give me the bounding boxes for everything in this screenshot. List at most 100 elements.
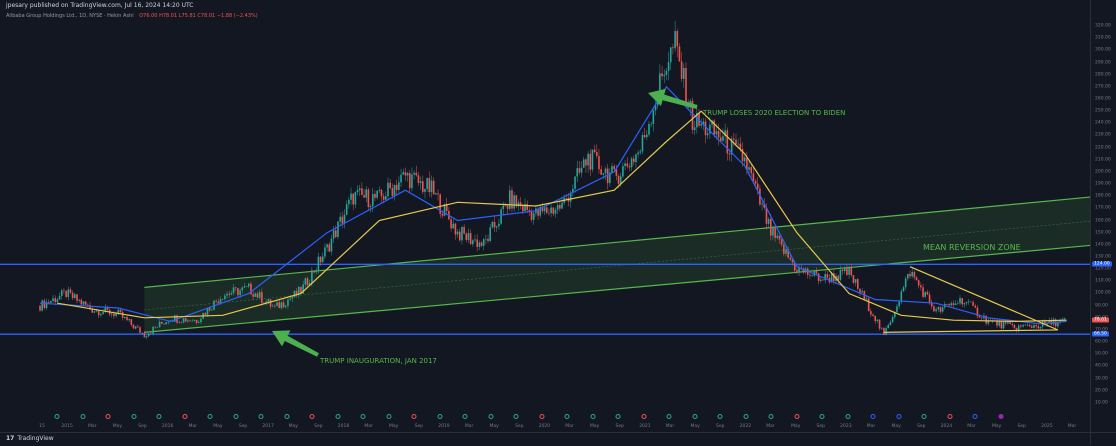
price-bar (615, 169, 618, 176)
symbol-legend[interactable]: Alibaba Group Holdings Ltd., 1D, NYSE · … (6, 13, 258, 19)
price-bar (224, 295, 226, 300)
price-bar (980, 317, 983, 319)
zone-annotation: MEAN REVERSION ZONE (923, 243, 1021, 252)
price-bar (134, 326, 137, 329)
price-bar (915, 277, 918, 281)
price-axis[interactable]: 320.00 310.00 300.00 290.00 280.00 270.00 260.… (1090, 0, 1116, 445)
event-marker-icon[interactable] (870, 414, 876, 419)
price-bar (41, 300, 43, 311)
price-bar (150, 333, 152, 335)
event-marker-icon[interactable] (947, 414, 952, 419)
price-bar (302, 284, 304, 294)
price-bar (559, 204, 561, 209)
price-bar (408, 173, 411, 189)
event-marker-icon[interactable] (896, 414, 901, 419)
event-marker-icon[interactable] (845, 414, 850, 419)
price-bar (241, 287, 244, 291)
chart-plot[interactable]: TRUMP LOSES 2020 ELECTION TO BIDEN TRUMP … (0, 0, 1090, 432)
price-tick-label: 90.00 (1095, 303, 1108, 309)
event-marker-icon[interactable] (156, 414, 162, 419)
event-marker-icon[interactable] (539, 414, 544, 419)
price-bar (300, 286, 302, 294)
price-bar (522, 206, 524, 212)
price-bar (380, 189, 383, 197)
event-marker-icon[interactable] (411, 414, 417, 419)
price-bar (926, 292, 929, 295)
event-marker-icon[interactable] (819, 414, 825, 419)
event-marker-icon[interactable] (386, 414, 391, 419)
price-bar (374, 193, 376, 198)
logo-mark: 17 (6, 435, 15, 442)
event-marker-icon[interactable] (258, 414, 264, 419)
event-marker-icon[interactable] (437, 414, 442, 419)
event-marker-icon[interactable] (309, 414, 315, 419)
event-marker-icon[interactable] (105, 414, 111, 419)
price-bar (756, 183, 759, 189)
price-bar (97, 310, 100, 316)
event-marker-icon[interactable] (590, 414, 595, 419)
price-bar (526, 203, 528, 211)
event-marker-icon[interactable] (666, 414, 672, 419)
price-bar (578, 168, 581, 173)
event-marker-icon[interactable] (717, 414, 723, 419)
price-bar (674, 31, 676, 49)
time-tick-label: Sep (138, 424, 147, 429)
event-marker-icon[interactable] (513, 414, 519, 419)
price-bar (650, 123, 652, 125)
event-marker-icon[interactable] (768, 414, 774, 419)
price-bar (848, 267, 850, 275)
price-tick-label: 210.00 (1095, 157, 1111, 163)
price-bar (857, 279, 859, 289)
tradingview-logo[interactable]: 17 TradingView (6, 435, 54, 442)
event-marker-icon[interactable] (54, 414, 60, 419)
price-bar (950, 303, 953, 306)
event-marker-icon[interactable] (972, 414, 978, 419)
price-bar (174, 315, 176, 322)
price-bar (80, 299, 83, 305)
time-tick-label: Sep (314, 424, 323, 429)
price-bar (395, 184, 398, 190)
event-marker-icon[interactable] (564, 414, 570, 419)
event-marker-icon[interactable] (182, 414, 187, 419)
event-marker-icon[interactable] (335, 414, 340, 419)
event-marker-icon[interactable] (80, 414, 85, 419)
price-bar (739, 143, 742, 150)
price-bar (289, 298, 291, 300)
price-bar (478, 242, 481, 247)
price-bar (776, 235, 779, 238)
price-tick-label: 100.00 (1095, 290, 1111, 296)
event-marker-icon[interactable] (131, 414, 136, 419)
event-marker-icon[interactable] (743, 414, 748, 419)
price-bar (152, 326, 154, 334)
price-bar (1061, 319, 1064, 320)
price-bar (345, 204, 348, 215)
event-marker-icon[interactable] (360, 414, 366, 419)
event-marker-icon[interactable] (207, 414, 213, 419)
event-marker-icon[interactable] (998, 414, 1003, 419)
price-tick-label: 60.00 (1095, 339, 1108, 345)
event-marker-icon[interactable] (462, 414, 468, 419)
price-bar (572, 188, 574, 193)
event-marker-icon[interactable] (233, 414, 238, 419)
price-bar (811, 275, 813, 277)
price-bar (476, 239, 478, 247)
price-bar (276, 302, 278, 306)
price-bar (435, 193, 437, 195)
price-bar (693, 127, 696, 130)
price-bar (783, 244, 785, 254)
event-marker-icon[interactable] (921, 414, 927, 419)
event-marker-icon[interactable] (615, 414, 621, 419)
price-bar (267, 299, 270, 302)
event-marker-icon[interactable] (692, 414, 697, 419)
last-price-flag: 78.01 (1092, 317, 1109, 323)
event-marker-icon[interactable] (641, 414, 646, 419)
price-bar (837, 275, 840, 280)
price-bar (802, 268, 805, 273)
event-marker-icon[interactable] (488, 414, 493, 419)
event-marker-icon[interactable] (794, 414, 799, 419)
price-bar (472, 240, 474, 245)
price-tick-label: 190.00 (1095, 181, 1111, 187)
channel-zone (144, 197, 1090, 333)
price-bar (639, 151, 642, 153)
event-marker-icon[interactable] (284, 414, 289, 419)
